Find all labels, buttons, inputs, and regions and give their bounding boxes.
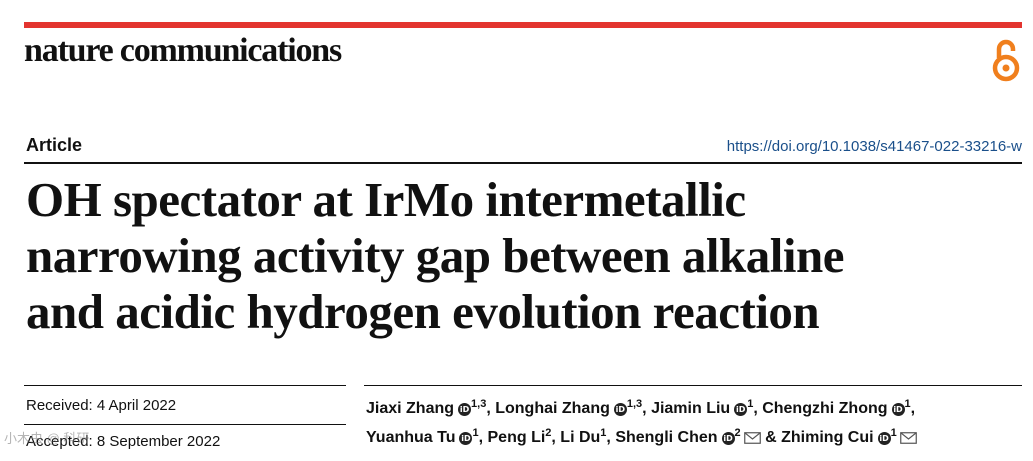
orcid-icon[interactable]: iD	[721, 432, 735, 445]
author-name[interactable]: Zhiming Cui	[781, 429, 874, 446]
author: Yuanhua Tu iD 1,	[366, 427, 488, 446]
author-name[interactable]: Peng Li	[487, 429, 546, 446]
dates-divider-top	[24, 385, 346, 386]
author-separator: ,	[551, 429, 561, 446]
author-separator: ,	[478, 429, 488, 446]
author-name[interactable]: Jiamin Liu	[651, 400, 731, 417]
author: Jiaxi Zhang iD 1,3,	[366, 398, 496, 417]
author-name[interactable]: Longhai Zhang	[495, 400, 610, 417]
title-line: narrowing activity gap between alkaline	[26, 228, 845, 283]
author: Longhai Zhang iD 1,3,	[495, 398, 652, 417]
author-affiliation: 2	[545, 427, 552, 439]
author-affiliation: 1,3	[471, 398, 487, 410]
title-line: OH spectator at IrMo intermetallic	[26, 172, 746, 227]
orcid-icon[interactable]: iD	[613, 403, 627, 416]
email-icon[interactable]	[899, 432, 917, 444]
author-separator: ,	[910, 400, 916, 417]
article-type-label: Article	[26, 135, 83, 155]
author-affiliation: 1	[890, 427, 897, 439]
orcid-icon[interactable]: iD	[891, 403, 905, 416]
orcid-icon[interactable]: iD	[458, 403, 472, 416]
received-date: Received: 4 April 2022	[26, 397, 177, 414]
author-affiliation: 1	[472, 427, 479, 439]
author: Zhiming Cui iD 1	[781, 427, 917, 446]
author-name[interactable]: Li Du	[560, 429, 601, 446]
email-icon[interactable]	[743, 432, 761, 444]
accepted-date: Accepted: 8 September 2022	[26, 433, 221, 450]
title-line: and acidic hydrogen evolution reaction	[26, 284, 820, 339]
author-affiliation: 1	[600, 427, 607, 439]
author-name[interactable]: Yuanhua Tu	[366, 429, 456, 446]
author-separator: ,	[753, 400, 763, 417]
author-affiliation: 1,3	[626, 398, 643, 410]
author: Peng Li2,	[487, 427, 561, 446]
doi-link[interactable]: https://doi.org/10.1038/s41467-022-33216…	[726, 138, 1022, 155]
dates-divider-middle	[24, 424, 346, 425]
author: Jiamin Liu iD 1,	[651, 398, 763, 417]
author: Shengli Chen iD 2 &	[615, 427, 782, 446]
journal-name[interactable]: nature communications	[24, 32, 342, 69]
author-affiliation: 1	[904, 398, 911, 410]
author: Chengzhi Zhong iD 1,	[762, 398, 916, 417]
open-access-icon[interactable]	[988, 38, 1024, 82]
orcid-icon[interactable]: iD	[459, 432, 473, 445]
author-name[interactable]: Shengli Chen	[615, 429, 718, 446]
orcid-icon[interactable]: iD	[734, 403, 748, 416]
header-accent-bar	[24, 22, 1022, 28]
author-affiliation: 2	[734, 427, 741, 439]
author-separator: ,	[606, 429, 616, 446]
authors-divider-top	[364, 385, 1022, 386]
author-separator: &	[760, 429, 782, 446]
author: Li Du1,	[560, 427, 616, 446]
author-name[interactable]: Jiaxi Zhang	[366, 400, 455, 417]
watermark-text: 小木虫 @ 科研	[4, 431, 90, 446]
author-affiliation: 1	[747, 398, 754, 410]
orcid-icon[interactable]: iD	[877, 432, 891, 445]
author-list: Jiaxi Zhang iD 1,3, Longhai Zhang iD 1,3, Ji…	[366, 392, 1016, 450]
author-separator: ,	[642, 400, 652, 417]
author-separator: ,	[486, 400, 496, 417]
author-name[interactable]: Chengzhi Zhong	[762, 400, 888, 417]
article-title: OH spectator at IrMo intermetallic narro…	[26, 172, 1016, 340]
title-divider	[24, 162, 1022, 164]
